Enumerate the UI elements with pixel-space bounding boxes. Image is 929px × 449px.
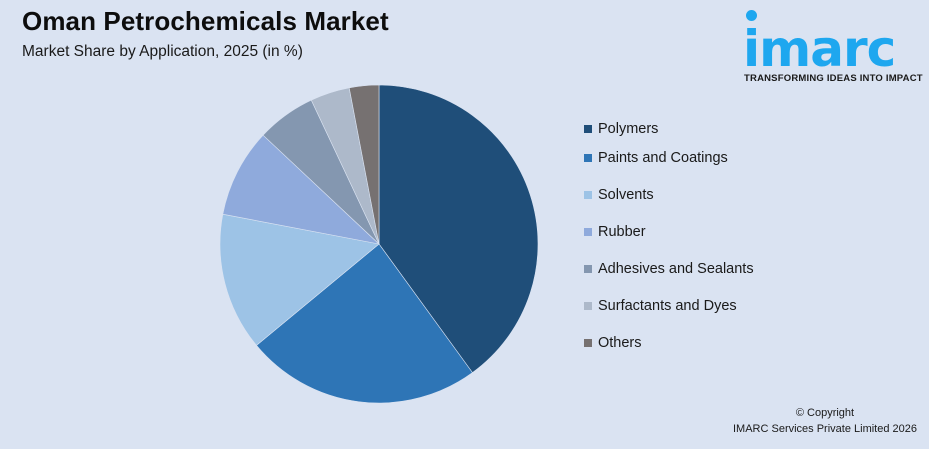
copyright-label: © Copyright xyxy=(795,407,855,419)
copyright-company: IMARC Services Private Limited 2026 xyxy=(732,423,917,435)
pie-slice-others xyxy=(348,84,380,245)
legend-swatch-icon xyxy=(584,190,592,199)
logo-dot-icon xyxy=(746,10,757,21)
legend-item: Paints and Coatings xyxy=(584,139,754,176)
legend-item: Solvents xyxy=(584,176,754,213)
legend-swatch-icon xyxy=(584,338,592,347)
legend-item: Others xyxy=(584,324,754,361)
pie-slice-solvents xyxy=(219,213,380,346)
logo-wordmark: imarc xyxy=(743,20,896,78)
legend-label: Adhesives and Sealants xyxy=(598,260,754,277)
legend-label: Others xyxy=(598,334,642,351)
legend-swatch-icon xyxy=(584,153,592,162)
legend-item: Adhesives and Sealants xyxy=(584,250,754,287)
pie-slice-rubber xyxy=(222,134,380,245)
legend-item: Surfactants and Dyes xyxy=(584,287,754,324)
legend-swatch-icon xyxy=(584,125,592,133)
chart-title: Oman Petrochemicals Market xyxy=(22,6,389,36)
chart-legend: Polymers Paints and Coatings Solvents Rubbe… xyxy=(584,119,754,361)
legend-label: Rubber xyxy=(598,223,646,240)
logo-tagline: TRANSFORMING IDEAS INTO IMPACT xyxy=(744,73,923,84)
legend-label: Polymers xyxy=(598,121,659,137)
legend-label: Solvents xyxy=(598,186,654,203)
legend-label: Surfactants and Dyes xyxy=(598,297,737,314)
pie-slice-paints-and-coatings xyxy=(256,243,473,404)
legend-swatch-icon xyxy=(584,301,592,310)
imarc-logo: imarc TRANSFORMING IDEAS INTO IMPACT xyxy=(740,6,925,86)
legend-label: Paints and Coatings xyxy=(598,149,728,166)
legend-item: Rubber xyxy=(584,213,754,250)
pie-chart xyxy=(219,84,539,404)
pie-slice-polymers xyxy=(378,84,539,374)
legend-swatch-icon xyxy=(584,264,592,273)
legend-item: Polymers xyxy=(584,119,754,139)
copyright-notice: © Copyright IMARC Services Private Limit… xyxy=(733,406,917,436)
chart-subtitle: Market Share by Application, 2025 (in %) xyxy=(22,43,303,60)
legend-swatch-icon xyxy=(584,227,592,236)
